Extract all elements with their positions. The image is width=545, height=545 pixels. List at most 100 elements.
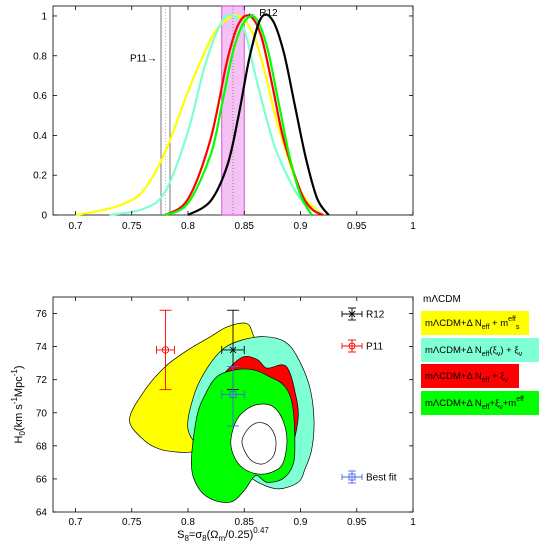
ylabel-end: ) bbox=[13, 366, 25, 370]
top-xtick-label-2: 0.8 bbox=[181, 221, 195, 232]
xlabel-eq: =σ bbox=[189, 529, 202, 541]
point-r12-marker bbox=[229, 346, 237, 354]
ylabel-pre: H bbox=[13, 436, 25, 444]
legend-sub-1: eff bbox=[482, 351, 490, 358]
bottom-axis-ticks: 0.7 0.75 0.8 0.85 0.9 0.95 1 64 66 68 70 72 74 76 bbox=[36, 297, 416, 528]
bottom-data-points: R12 P11 Best fit bbox=[156, 307, 397, 484]
bot-xtick-label-1: 0.75 bbox=[122, 517, 142, 528]
legend-swatch-1 bbox=[421, 338, 539, 362]
bot-xtick-label-3: 0.85 bbox=[235, 517, 255, 528]
top-ytick-label-0: 0 bbox=[41, 211, 47, 222]
xlabel-pre: S bbox=[177, 529, 184, 541]
contour-inner bbox=[241, 422, 277, 465]
legend-text3-1: ) + ξ bbox=[500, 345, 519, 356]
top-ytick-label-2: 0.4 bbox=[33, 131, 47, 142]
bot-xtick-label-2: 0.8 bbox=[181, 517, 195, 528]
legend-sup-0: eff bbox=[508, 316, 516, 323]
legend-label-0: mΛCDM+Δ Neff + meffs bbox=[425, 316, 520, 331]
legend-sub2-2: ν bbox=[505, 377, 509, 384]
curve-series-3 bbox=[164, 14, 313, 217]
bot-xtick-label-0: 0.7 bbox=[69, 517, 83, 528]
legend-label-2: mΛCDM+Δ Neff + ξν bbox=[425, 371, 509, 384]
top-panel: 0.7 0.75 0.8 0.85 0.9 0.95 1 0 0.2 0.4 0.6 0.8 1 ← R… bbox=[33, 5, 416, 232]
bot-xtick-label-4: 0.9 bbox=[294, 517, 308, 528]
top-ytick-label-4: 0.8 bbox=[33, 51, 47, 62]
top-xtick-label-6: 1 bbox=[410, 221, 416, 232]
top-ytick-label-1: 0.2 bbox=[33, 171, 47, 182]
bot-xtick-label-6: 1 bbox=[410, 517, 416, 528]
bot-xtick-label-5: 0.95 bbox=[347, 517, 367, 528]
bot-ytick-label-6: 76 bbox=[36, 309, 48, 320]
xlabel-sub3: m bbox=[218, 534, 225, 543]
curve-series-1 bbox=[109, 13, 324, 217]
legend-text2-2: + ξ bbox=[489, 371, 505, 382]
bot-ytick-label-2: 68 bbox=[36, 441, 48, 452]
point-best-marker bbox=[229, 391, 237, 399]
legend-swatch-3 bbox=[421, 391, 539, 415]
bot-ytick-label-3: 70 bbox=[36, 408, 48, 419]
xlabel-paren: (Ω bbox=[207, 529, 219, 541]
ylabel-sub: 0 bbox=[18, 431, 27, 436]
bottom-plot-frame bbox=[52, 296, 414, 513]
legend-sup3-3: eff bbox=[516, 396, 524, 403]
legend-text3-3: +m bbox=[503, 398, 517, 409]
bot-ytick-label-1: 66 bbox=[36, 474, 48, 485]
top-xtick-label-0: 0.7 bbox=[69, 221, 83, 232]
bottom-contours bbox=[129, 322, 315, 503]
curve-series-4 bbox=[187, 13, 330, 216]
annotation-p11: P11→ bbox=[130, 54, 157, 65]
legend-text-3: mΛCDM+Δ N bbox=[425, 398, 482, 409]
bot-ytick-label-5: 74 bbox=[36, 342, 48, 353]
legend-sub-2: eff bbox=[482, 377, 490, 384]
legend-sub2-3: ν bbox=[499, 404, 503, 411]
legend-swatch-2 bbox=[421, 364, 519, 388]
point-p11-marker bbox=[161, 346, 170, 354]
top-xtick-label-3: 0.85 bbox=[235, 221, 255, 232]
r12-leg-label: R12 bbox=[366, 310, 385, 321]
ylabel-mid: (km s bbox=[13, 404, 25, 431]
legend-text2-1: (ξ bbox=[489, 345, 497, 356]
top-reference-bands bbox=[160, 5, 245, 216]
ylabel-sup1: -1 bbox=[10, 397, 19, 405]
legend-text2-0: + m bbox=[489, 318, 508, 329]
annotation-r12: ← R12 bbox=[247, 8, 279, 19]
legend-sub2-0: s bbox=[516, 324, 520, 331]
top-xtick-label-4: 0.9 bbox=[294, 221, 308, 232]
ylabel-mid2: Mpc bbox=[13, 376, 25, 397]
p11-leg-label: P11 bbox=[366, 342, 383, 353]
legend-sub-0: eff bbox=[482, 324, 490, 331]
r12-leg-marker bbox=[348, 310, 356, 318]
best-leg-label: Best fit bbox=[366, 473, 397, 484]
legend-text-2: mΛCDM+Δ N bbox=[425, 371, 482, 382]
legend-swatch-0 bbox=[421, 311, 529, 335]
legend-sub-3: eff bbox=[482, 404, 490, 411]
legend-sub3-1: ν bbox=[519, 351, 523, 358]
top-curves bbox=[75, 13, 330, 217]
top-axis-ticks: 0.7 0.75 0.8 0.85 0.9 0.95 1 0 0.2 0.4 0.6 0.8 1 bbox=[33, 6, 416, 232]
x-axis-label: S8=σ8(Ωm/0.25)0.47 bbox=[177, 526, 269, 543]
p11-leg-marker bbox=[348, 342, 356, 350]
legend-text-0: mΛCDM+Δ N bbox=[425, 318, 482, 329]
y-axis-label: H0(km s-1Mpc-1) bbox=[10, 366, 27, 444]
top-ytick-label-5: 1 bbox=[41, 11, 47, 22]
xlabel-sub1: 8 bbox=[184, 534, 189, 543]
legend-sub2-1: ν bbox=[497, 351, 501, 358]
curve-series-2 bbox=[164, 14, 324, 217]
bot-ytick-label-4: 72 bbox=[36, 375, 48, 386]
xlabel-sub2: 8 bbox=[202, 534, 207, 543]
legend-label-1: mΛCDM+Δ Neff(ξν) + ξν bbox=[425, 345, 523, 358]
legend-text-1: mΛCDM+Δ N bbox=[425, 345, 482, 356]
bottom-panel: R12 P11 Best fit 0.7 0.75 0.8 0.85 0.9 0.95 1 64 6… bbox=[10, 296, 416, 543]
best-leg-marker bbox=[348, 473, 356, 481]
top-xtick-label-5: 0.95 bbox=[347, 221, 367, 232]
top-ytick-label-3: 0.6 bbox=[33, 91, 47, 102]
xlabel-sup: 0.47 bbox=[253, 526, 269, 535]
legend-text2-3: +ξ bbox=[489, 398, 500, 409]
top-xtick-label-1: 0.75 bbox=[122, 221, 142, 232]
ylabel-sup2: -1 bbox=[10, 369, 19, 377]
bot-ytick-label-0: 64 bbox=[36, 508, 48, 519]
xlabel-tail: /0.25) bbox=[225, 529, 253, 541]
